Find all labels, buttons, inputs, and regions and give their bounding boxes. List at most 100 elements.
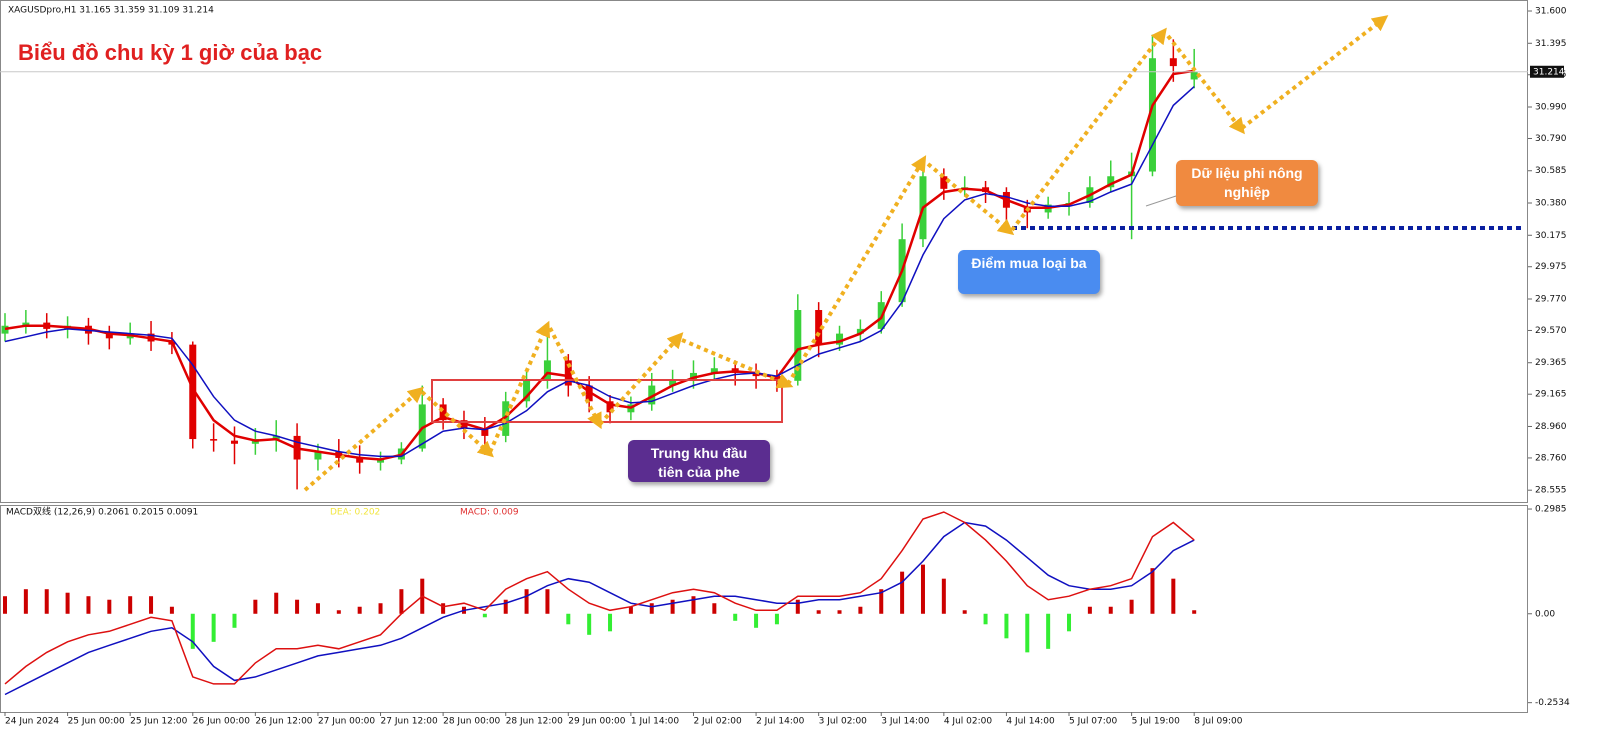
- x-tick-label: 26 Jun 00:00: [193, 717, 250, 727]
- y-tick-label: 29.165: [1535, 390, 1567, 400]
- macd-bar: [1067, 613, 1072, 632]
- candle-body: [1107, 176, 1115, 188]
- pointer: [1145, 195, 1177, 207]
- candle-body: [105, 333, 113, 339]
- candle-body: [502, 401, 510, 436]
- candle-body: [815, 310, 823, 345]
- arrow: [786, 155, 927, 386]
- macd-bar: [900, 571, 905, 614]
- macd-bar: [295, 599, 300, 614]
- y-tick-label: 29.975: [1535, 262, 1567, 272]
- arrow: [1240, 15, 1389, 130]
- macd-bar: [399, 589, 404, 614]
- candle-body: [648, 385, 656, 405]
- candle-body: [314, 451, 322, 460]
- chart-title: Biểu đồ chu kỳ 1 giờ của bạc: [18, 40, 322, 65]
- macd-bar: [1025, 613, 1030, 653]
- arrow: [681, 338, 794, 389]
- annotation-box: Trung khu đầu tiên của phe: [628, 440, 770, 482]
- arrow: [1010, 27, 1167, 232]
- y-tick-label: 0.2985: [1535, 505, 1567, 515]
- macd-bar: [1046, 613, 1051, 649]
- candle-body: [523, 380, 531, 402]
- macd-bar: [879, 589, 884, 614]
- x-tick-label: 3 Jul 02:00: [819, 717, 868, 727]
- y-tick-label: 29.570: [1535, 326, 1567, 336]
- macd-panel: [0, 505, 1528, 713]
- macd-bar: [816, 610, 821, 614]
- y-tick-label: 0.00: [1535, 609, 1555, 619]
- y-tick-label: 30.990: [1535, 103, 1567, 113]
- macd-bar: [482, 613, 487, 618]
- macd-bar: [190, 613, 195, 649]
- candle-body: [1190, 71, 1198, 80]
- candle-body: [940, 176, 948, 189]
- candle-body: [1, 325, 9, 334]
- macd-bar: [1108, 606, 1113, 614]
- x-tick-label: 27 Jun 12:00: [381, 717, 438, 727]
- y-tick-label: 30.380: [1535, 199, 1567, 209]
- macd-bar: [253, 599, 258, 614]
- macd-bar: [1129, 599, 1134, 614]
- macd-bar: [44, 589, 49, 614]
- arrow: [420, 390, 494, 458]
- macd-bar: [941, 578, 946, 614]
- macd-bar: [983, 613, 988, 625]
- x-tick-label: 25 Jun 00:00: [68, 717, 125, 727]
- macd-readout: MACD: 0.009: [460, 508, 519, 518]
- macd-bar: [795, 599, 800, 614]
- x-tick-label: 8 Jul 09:00: [1194, 717, 1243, 727]
- candle-body: [1148, 58, 1156, 172]
- y-tick-label: -0.2534: [1535, 698, 1570, 708]
- x-tick-label: 28 Jun 12:00: [506, 717, 563, 727]
- y-tick-label: 28.960: [1535, 422, 1567, 432]
- macd-bar: [3, 596, 7, 614]
- macd-bar: [149, 596, 154, 614]
- macd-bar: [587, 613, 592, 635]
- candle-body: [564, 360, 572, 386]
- macd-bar: [733, 613, 738, 621]
- macd-label: MACD双线 (12,26,9) 0.2061 0.2015 0.0091: [6, 506, 198, 518]
- candle-body: [356, 457, 364, 463]
- arrow: [926, 162, 1015, 236]
- macd-bar: [336, 610, 341, 614]
- arrow: [1166, 34, 1245, 135]
- candle-body: [1169, 58, 1177, 67]
- x-tick-label: 5 Jul 19:00: [1132, 717, 1181, 727]
- x-tick-label: 29 Jun 00:00: [568, 717, 625, 727]
- macd-line: [4, 511, 1195, 685]
- annotation-box: Điểm mua loại ba: [958, 250, 1100, 294]
- macd-bar: [608, 613, 613, 632]
- macd-bar: [23, 589, 28, 614]
- macd-bar: [441, 603, 446, 614]
- moving-average: [4, 86, 1195, 458]
- candle-body: [794, 310, 802, 381]
- candle-body: [230, 440, 238, 444]
- candle-body: [22, 322, 30, 326]
- candle-body: [439, 404, 447, 421]
- y-tick-label: 30.790: [1535, 134, 1567, 144]
- macd-bar: [1004, 613, 1009, 639]
- y-tick-label: 31.395: [1535, 39, 1567, 49]
- macd-bar: [86, 596, 91, 614]
- arrow: [548, 327, 602, 430]
- zone-box: [431, 379, 783, 423]
- x-tick-label: 3 Jul 14:00: [881, 717, 930, 727]
- candle-body: [377, 459, 385, 463]
- x-tick-label: 25 Jun 12:00: [130, 717, 187, 727]
- macd-bar: [754, 613, 759, 628]
- macd-bar: [232, 613, 237, 628]
- y-tick-label: 30.175: [1535, 231, 1567, 241]
- macd-readout: DEA: 0.202: [330, 508, 380, 518]
- candle-body: [543, 360, 551, 381]
- macd-bar: [962, 610, 967, 614]
- candle-body: [710, 368, 718, 373]
- candle-body: [418, 404, 426, 449]
- x-tick-label: 26 Jun 12:00: [255, 717, 312, 727]
- macd-bar: [107, 599, 112, 614]
- x-tick-label: 2 Jul 14:00: [756, 717, 805, 727]
- x-tick-label: 4 Jul 02:00: [944, 717, 993, 727]
- annotation-box: Dữ liệu phi nông nghiệp: [1176, 160, 1318, 206]
